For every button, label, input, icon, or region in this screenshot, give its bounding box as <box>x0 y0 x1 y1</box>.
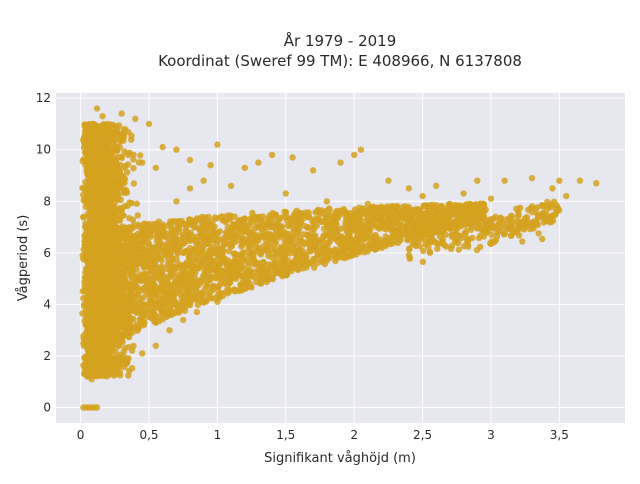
data-point <box>298 238 304 244</box>
data-point <box>174 284 180 290</box>
data-point <box>104 148 110 154</box>
data-point <box>103 208 109 214</box>
data-point <box>134 234 140 240</box>
data-point <box>104 137 110 143</box>
data-point <box>94 139 100 145</box>
data-point <box>395 240 401 246</box>
data-point <box>135 223 141 229</box>
data-point <box>111 165 117 171</box>
data-point <box>128 270 134 276</box>
data-point <box>353 235 359 241</box>
data-point <box>88 218 94 224</box>
data-point <box>112 366 118 372</box>
data-point <box>135 212 141 218</box>
data-point <box>277 245 283 251</box>
data-point <box>104 358 110 364</box>
data-point <box>403 207 409 213</box>
data-point <box>120 186 126 192</box>
data-point <box>283 209 289 215</box>
data-point <box>126 368 132 374</box>
data-point <box>268 217 274 223</box>
data-point <box>281 253 287 259</box>
data-point <box>102 166 108 172</box>
data-point <box>131 180 137 186</box>
data-point <box>130 156 136 162</box>
data-point <box>99 353 105 359</box>
data-point <box>102 196 108 202</box>
data-point <box>238 243 244 249</box>
data-point <box>117 179 123 185</box>
data-point <box>84 156 90 162</box>
data-point <box>222 240 228 246</box>
data-point <box>97 209 103 215</box>
data-point <box>130 217 136 223</box>
data-point <box>133 307 139 313</box>
data-point <box>191 224 197 230</box>
data-point <box>80 214 86 220</box>
data-point <box>207 277 213 283</box>
data-point <box>137 152 143 158</box>
data-point <box>105 372 111 378</box>
data-point <box>122 345 128 351</box>
data-point <box>314 260 320 266</box>
data-point <box>90 229 96 235</box>
data-point <box>130 165 136 171</box>
data-point <box>182 282 188 288</box>
data-point <box>113 144 119 150</box>
data-point <box>117 206 123 212</box>
data-point <box>174 218 180 224</box>
data-point <box>265 253 271 259</box>
data-point <box>119 173 125 179</box>
data-point <box>203 284 209 290</box>
data-point <box>239 238 245 244</box>
data-point <box>92 355 98 361</box>
data-point <box>278 215 284 221</box>
data-point <box>290 232 296 238</box>
data-point <box>92 190 98 196</box>
data-point <box>128 137 134 143</box>
data-point <box>117 357 123 363</box>
data-point <box>216 283 222 289</box>
data-point <box>124 203 130 209</box>
data-point <box>151 245 157 251</box>
data-point <box>148 225 154 231</box>
data-point <box>103 172 109 178</box>
data-point <box>92 153 98 159</box>
data-point <box>278 224 284 230</box>
data-point <box>413 206 419 212</box>
data-point <box>224 287 230 293</box>
data-point <box>130 343 136 349</box>
data-point <box>94 222 100 228</box>
data-point <box>190 264 196 270</box>
data-point <box>106 228 112 234</box>
data-point <box>107 186 113 192</box>
data-point <box>93 130 99 136</box>
data-point <box>82 123 88 129</box>
data-point <box>116 122 122 128</box>
data-point <box>111 209 117 215</box>
data-point <box>122 126 128 132</box>
data-point <box>174 250 180 256</box>
data-point <box>316 248 322 254</box>
data-point <box>85 187 91 193</box>
data-point <box>210 218 216 224</box>
data-point <box>247 267 253 273</box>
data-point <box>169 229 175 235</box>
data-point <box>99 123 105 129</box>
data-point <box>332 246 338 252</box>
data-point <box>304 213 310 219</box>
data-point <box>109 196 115 202</box>
data-point <box>87 212 93 218</box>
data-point <box>102 161 108 167</box>
data-point <box>158 257 164 263</box>
data-point <box>273 249 279 255</box>
data-point <box>95 202 101 208</box>
